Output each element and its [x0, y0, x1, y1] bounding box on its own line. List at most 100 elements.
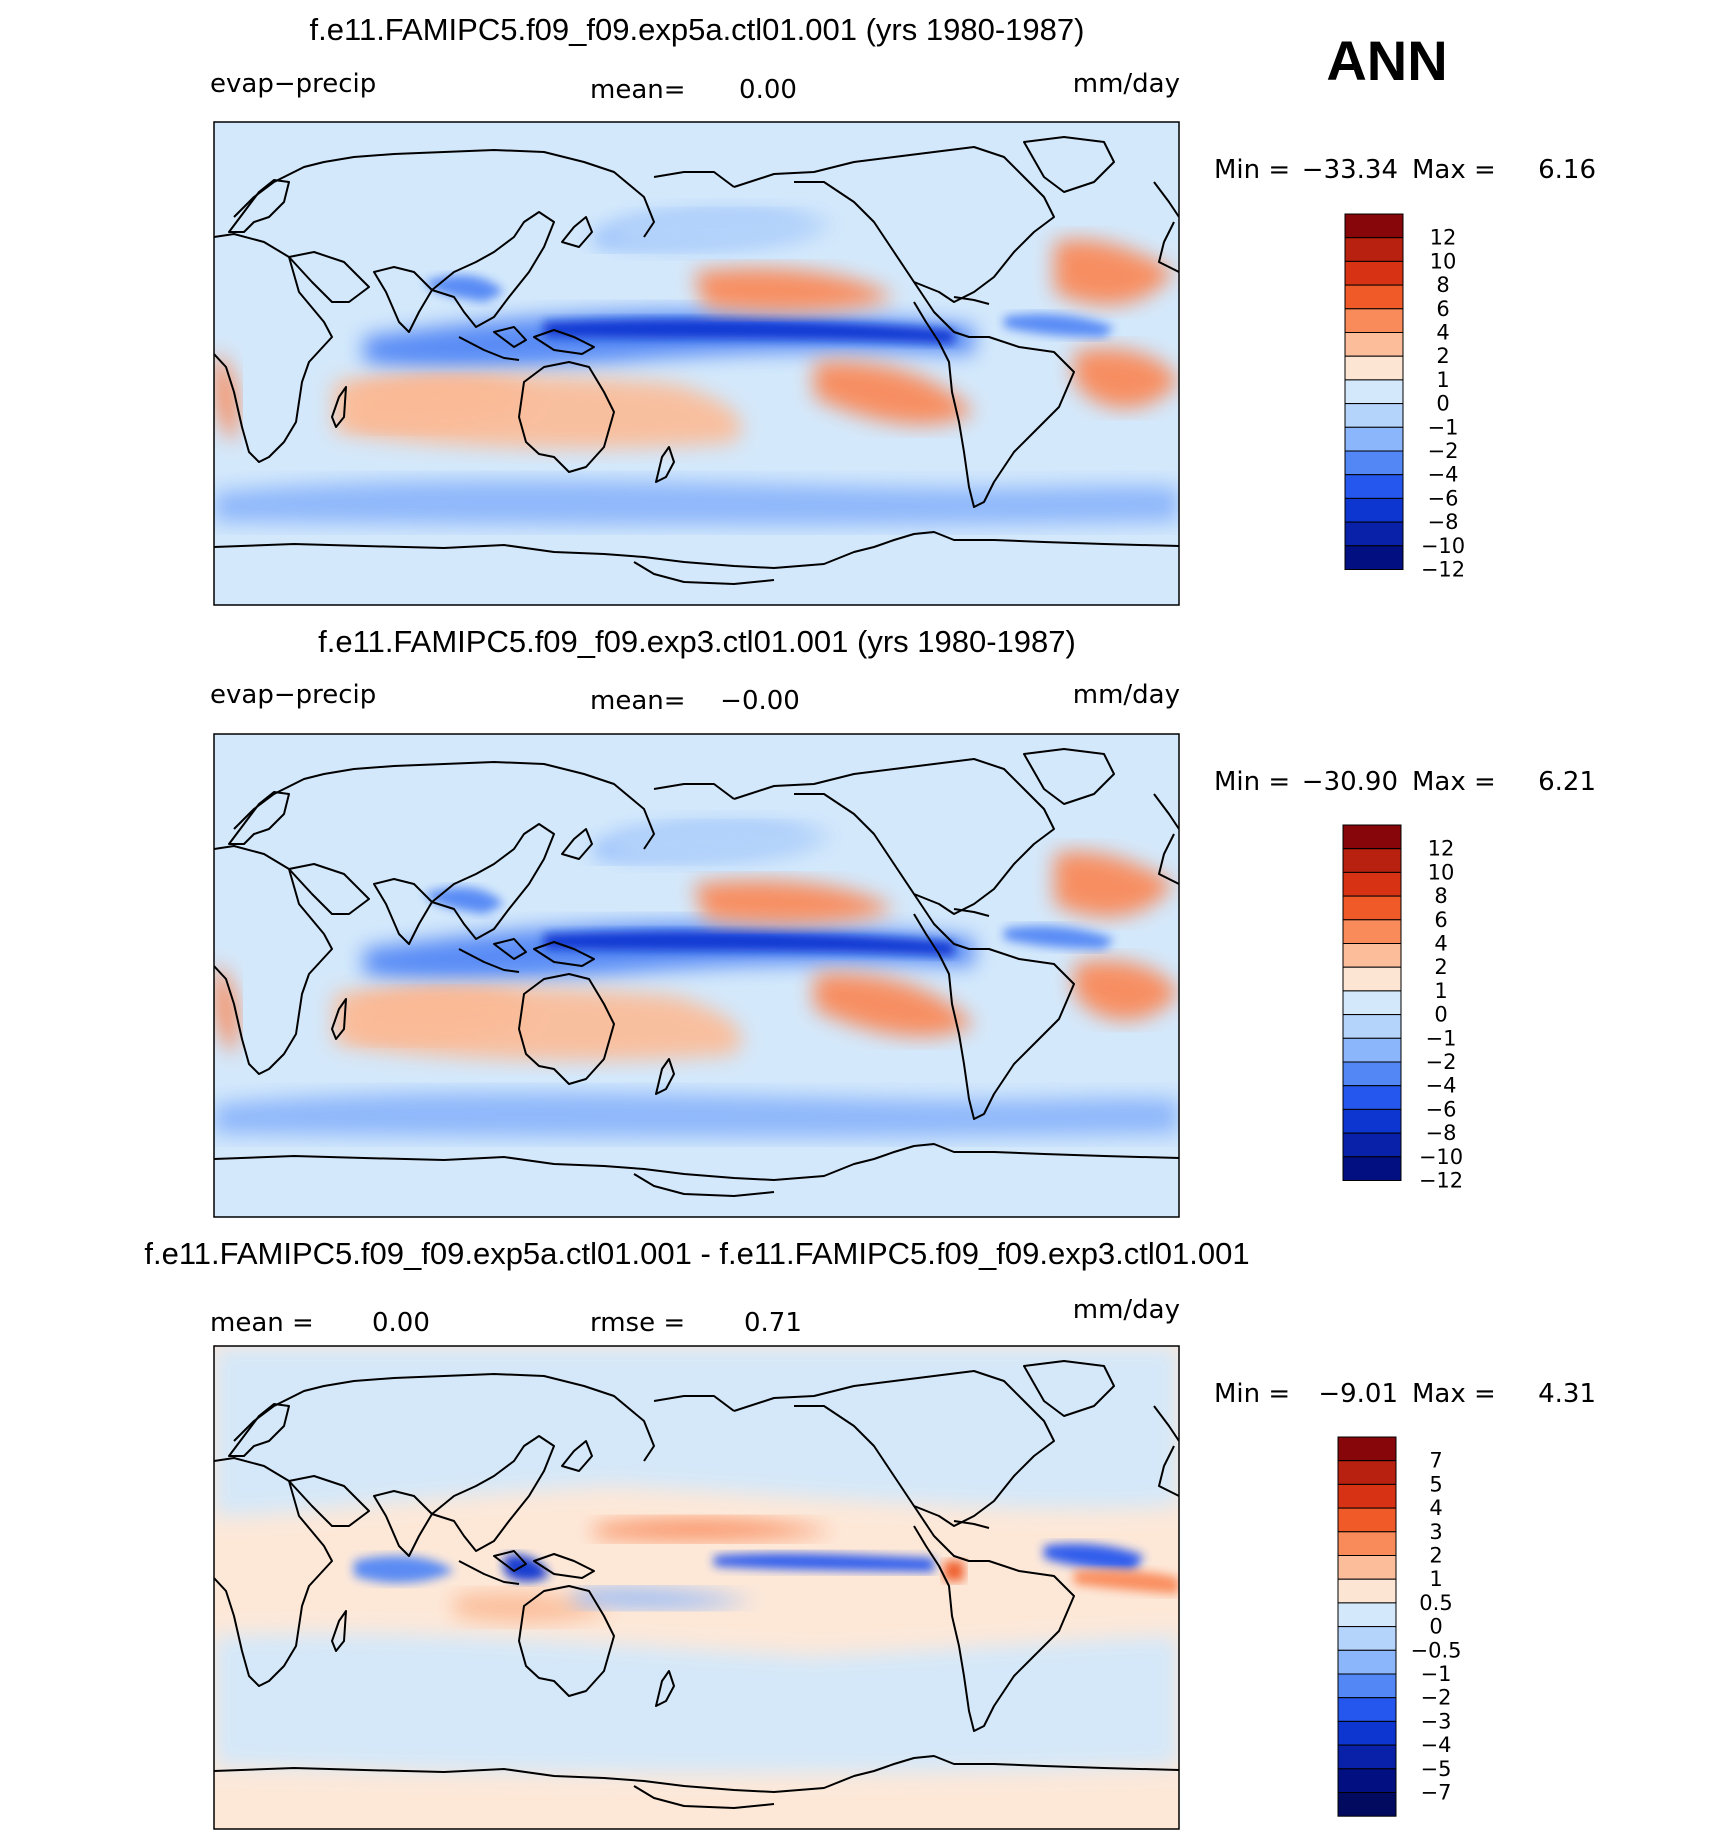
colorbar-label: −2 [1426, 1050, 1457, 1074]
mean-label: mean= [590, 686, 686, 716]
colorbar-label: 0.5 [1419, 1591, 1452, 1615]
max-label: Max = [1412, 1379, 1496, 1409]
colorbar-swatch [1342, 824, 1402, 850]
colorbar-label: 7 [1429, 1449, 1442, 1473]
colorbar-label: 5 [1429, 1472, 1442, 1496]
colorbar-label: 6 [1436, 297, 1449, 321]
colorbar-swatch [1342, 1037, 1402, 1063]
colorbar-swatch [1344, 237, 1404, 262]
colorbar-swatch [1337, 1649, 1397, 1675]
colorbar-label: 2 [1436, 344, 1449, 368]
colorbar-label: −6 [1426, 1097, 1457, 1121]
colorbar-label: 8 [1436, 273, 1449, 297]
colorbar-label: 0 [1429, 1615, 1442, 1639]
field-contour-5 [1074, 960, 1179, 1021]
field-contour-1 [544, 318, 954, 344]
field-contour-0 [214, 1346, 1179, 1516]
panel-2: f.e11.FAMIPC5.f09_f09.exp3.ctl01.001 (yr… [210, 624, 1596, 1218]
max-value: 6.21 [1538, 767, 1596, 797]
field-contour-11 [424, 275, 504, 302]
field-contour-4 [1054, 851, 1174, 918]
panels: f.e11.FAMIPC5.f09_f09.exp5a.ctl01.001 (y… [144, 12, 1596, 1830]
colorbar-swatch [1342, 895, 1402, 921]
max-label: Max = [1412, 155, 1496, 185]
field-contour-8 [334, 374, 742, 449]
colorbar-swatch [1342, 919, 1402, 944]
mean-label: mean = [210, 1308, 314, 1338]
panel-title: f.e11.FAMIPC5.f09_f09.exp3.ctl01.001 (yr… [318, 624, 1076, 659]
colorbar-label: 4 [1429, 1496, 1442, 1520]
field-contour-7 [214, 964, 238, 1054]
colorbar-swatch [1342, 990, 1402, 1016]
colorbar-label: −8 [1426, 1121, 1457, 1145]
colorbar-swatch [1342, 848, 1402, 873]
colorbar-label: 12 [1428, 837, 1455, 861]
min-value: −33.34 [1302, 155, 1398, 185]
colorbar-swatch [1337, 1555, 1397, 1580]
field-contour-1 [544, 930, 954, 956]
field-contour-3 [504, 1554, 549, 1582]
colorbar-label: −2 [1428, 439, 1459, 463]
field-contour-8 [944, 1561, 964, 1581]
colorbar-swatch [1337, 1792, 1397, 1817]
field-contour-5 [1044, 1543, 1144, 1571]
colorbar-label: −1 [1428, 415, 1459, 439]
colorbar-swatch [1337, 1460, 1397, 1485]
colorbar-label: −0.5 [1411, 1638, 1462, 1662]
colorbar-swatch [1337, 1720, 1397, 1746]
colorbar-swatch [1344, 308, 1404, 333]
colorbar-label: −4 [1421, 1733, 1452, 1757]
colorbar-label: 0 [1436, 392, 1449, 416]
field-contour-7 [1074, 1569, 1179, 1594]
field-contour-12 [1004, 926, 1114, 949]
colorbar-swatch [1337, 1744, 1397, 1770]
colorbar-label: −12 [1421, 558, 1465, 582]
min-value: −30.90 [1302, 767, 1398, 797]
mean-value: 0.00 [739, 75, 797, 105]
colorbar-label: −1 [1421, 1662, 1452, 1686]
field-contour-3 [814, 361, 974, 425]
field [214, 207, 1179, 526]
field [214, 819, 1179, 1138]
colorbar-swatch [1342, 1108, 1402, 1134]
colorbar-swatch [1344, 260, 1404, 286]
colorbar-label: −6 [1428, 486, 1459, 510]
map [214, 734, 1179, 1217]
colorbar-swatch [1337, 1626, 1397, 1651]
colorbar-swatch [1337, 1507, 1397, 1533]
mean-label: mean= [590, 75, 686, 105]
colorbar-swatch [1344, 379, 1404, 405]
rmse-value: 0.71 [744, 1308, 802, 1338]
colorbar-swatch [1344, 450, 1404, 476]
colorbar-swatch [1342, 966, 1402, 992]
units-label: mm/day [1073, 1295, 1180, 1325]
panel-title: f.e11.FAMIPC5.f09_f09.exp5a.ctl01.001 - … [144, 1236, 1249, 1271]
field-contour-2 [694, 268, 894, 313]
variable-label: evap−precip [210, 69, 376, 99]
colorbar-swatch [1342, 1132, 1402, 1158]
colorbar-swatch [1337, 1436, 1397, 1462]
colorbar-swatch [1344, 332, 1404, 357]
field-contour-11 [424, 887, 504, 914]
colorbar-swatch [1342, 1061, 1402, 1087]
min-value: −9.01 [1318, 1379, 1398, 1409]
map [214, 1346, 1179, 1829]
field-contour-13 [614, 207, 834, 252]
colorbar-swatch [1344, 426, 1404, 452]
min-label: Min = [1214, 767, 1290, 797]
field-contour-4 [1054, 239, 1174, 306]
field-contour-12 [1004, 314, 1114, 337]
colorbar-swatch [1342, 1014, 1402, 1039]
map-background [214, 122, 1179, 605]
variable-label: evap−precip [210, 680, 376, 710]
field-contour-4 [714, 1553, 934, 1572]
colorbar-label: 10 [1428, 860, 1455, 884]
rmse-label: rmse = [590, 1308, 685, 1338]
colorbar-label: 2 [1429, 1544, 1442, 1568]
colorbar-label: 1 [1429, 1567, 1442, 1591]
colorbar-label: 1 [1434, 979, 1447, 1003]
colorbar-swatch [1344, 545, 1404, 570]
field [214, 1346, 1179, 1774]
